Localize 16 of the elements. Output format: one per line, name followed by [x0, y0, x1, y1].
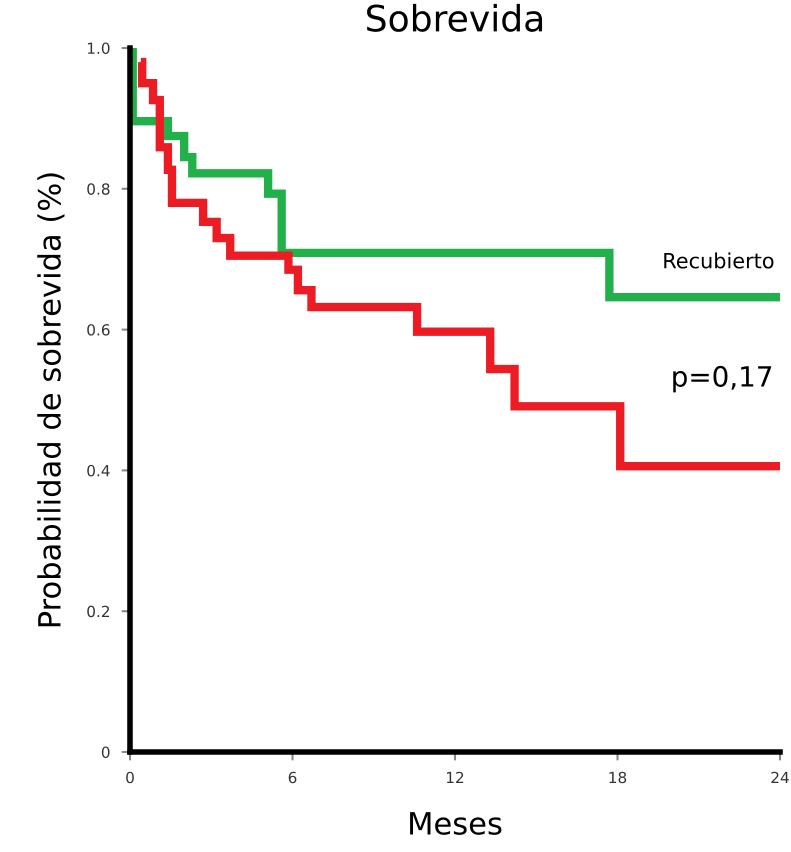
y-tick-label: 0.6 — [87, 324, 110, 336]
x-tick-label: 6 — [288, 772, 296, 784]
y-tick-label: 0 — [102, 746, 110, 758]
series-label: Recubierto — [664, 252, 774, 269]
x-tick-label: 24 — [771, 772, 789, 784]
x-tick-label: 0 — [126, 772, 134, 784]
y-axis-title: Probabilidad de sobrevida (%) — [37, 173, 64, 626]
x-axis-title: Meses — [410, 812, 502, 835]
y-tick-label: 1.0 — [88, 42, 110, 54]
y-tick-label: 0.2 — [87, 606, 110, 618]
annotation: p=0,17 — [673, 366, 772, 392]
y-tick-label: 0.4 — [87, 464, 110, 476]
x-tick-label: 18 — [609, 772, 626, 784]
chart-title: Sobrevida — [367, 4, 542, 32]
y-tick-label: 0.8 — [87, 183, 110, 195]
x-tick-label: 12 — [446, 772, 464, 784]
